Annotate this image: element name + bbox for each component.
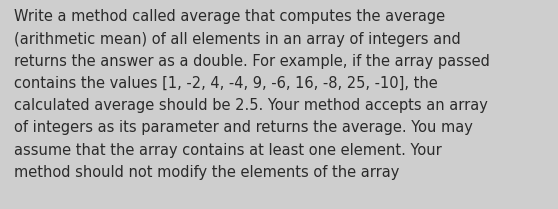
Text: Write a method called average that computes the average
(arithmetic mean) of all: Write a method called average that compu…	[14, 9, 490, 180]
